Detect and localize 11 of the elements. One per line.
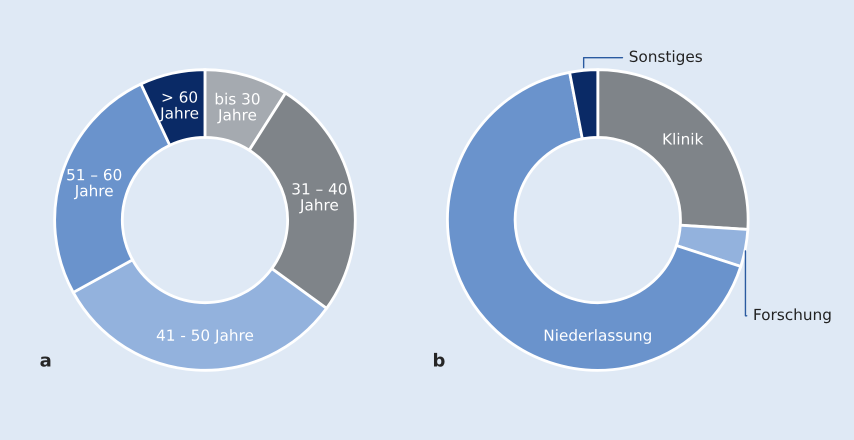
slice-label: Forschung xyxy=(754,308,831,324)
text: a xyxy=(40,356,50,367)
text: b xyxy=(434,352,445,367)
slice-label: Klinik xyxy=(664,132,704,144)
slice-label: bis 30 Jahre xyxy=(216,92,260,124)
slice-label: 31 – 40 Jahre xyxy=(292,183,346,214)
slice-label: Niederlassung xyxy=(544,329,651,344)
slice-label: Sonstiges xyxy=(630,50,702,66)
slice-label: > 60 Jahre xyxy=(159,91,198,122)
slice-label: 41 - 50 Jahre xyxy=(156,329,254,344)
slice-label: 51 – 60 Jahre xyxy=(67,168,122,200)
